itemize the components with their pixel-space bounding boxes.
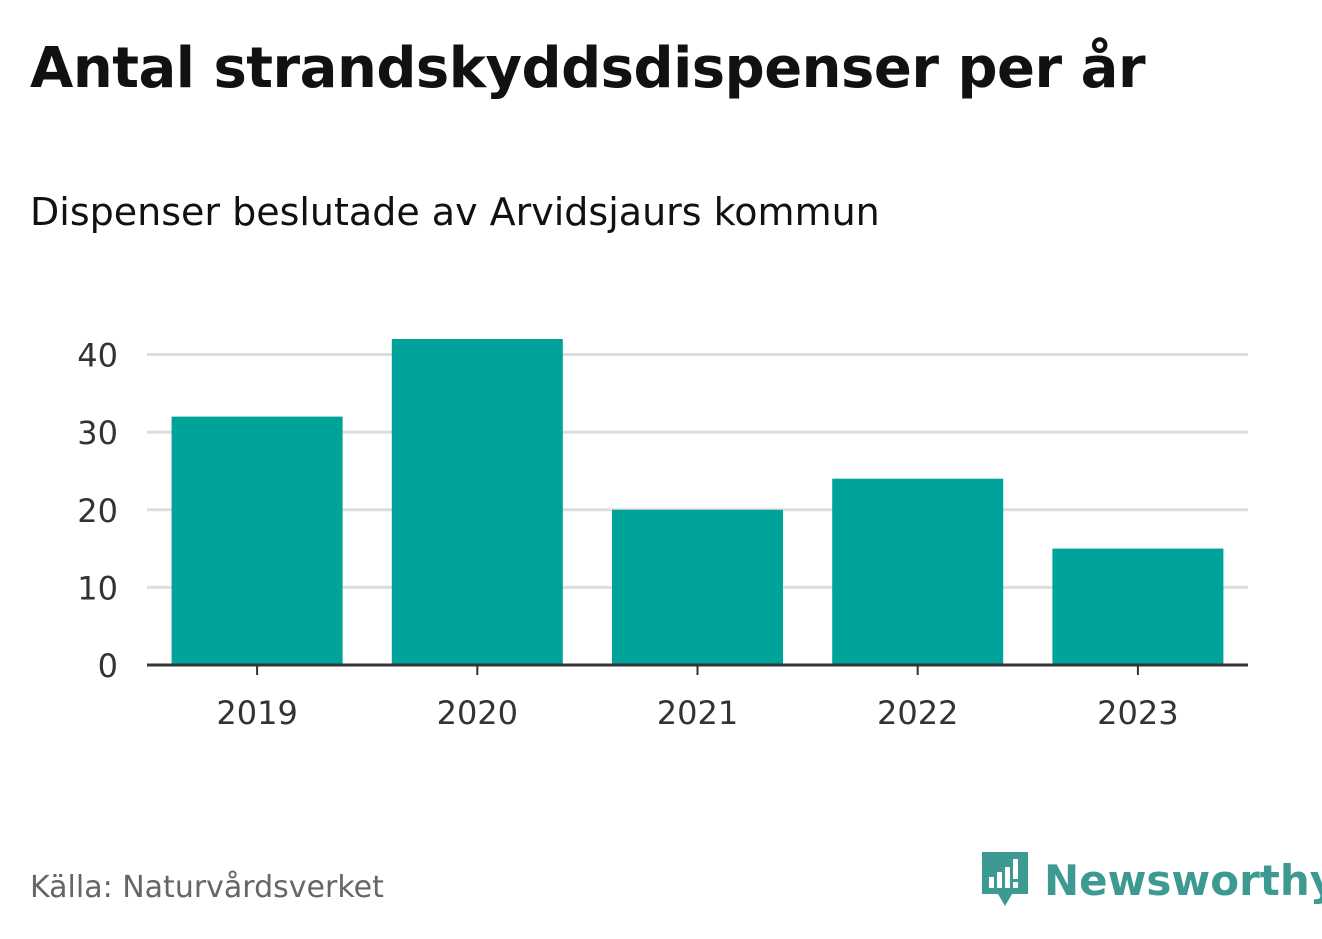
bar bbox=[1052, 548, 1224, 665]
y-tick-label: 0 bbox=[98, 647, 118, 685]
brand-logo: Newsworthy bbox=[980, 848, 1322, 912]
x-tick-label: 2023 bbox=[1097, 694, 1178, 732]
y-tick-label: 40 bbox=[77, 337, 118, 375]
bar bbox=[832, 478, 1004, 665]
x-tick-label: 2020 bbox=[437, 694, 518, 732]
y-tick-label: 30 bbox=[77, 414, 118, 452]
x-tick-label: 2019 bbox=[216, 694, 297, 732]
source-note: Källa: Naturvårdsverket bbox=[30, 870, 384, 905]
chart-title: Antal strandskyddsdispenser per år bbox=[30, 36, 1146, 101]
x-tick-label: 2021 bbox=[657, 694, 738, 732]
y-tick-label: 20 bbox=[77, 492, 118, 530]
newsworthy-logo-icon bbox=[982, 852, 1028, 906]
bar-chart: 0 10 20 30 40 2019 2020 2021 2022 2023 bbox=[77, 337, 1248, 732]
x-tick-label: 2022 bbox=[877, 694, 958, 732]
bar bbox=[391, 339, 563, 665]
y-tick-label: 10 bbox=[77, 569, 118, 607]
bar bbox=[612, 509, 783, 665]
brand-name: Newsworthy bbox=[1044, 855, 1322, 905]
bar bbox=[171, 416, 343, 665]
chart-subtitle: Dispenser beslutade av Arvidsjaurs kommu… bbox=[30, 190, 880, 234]
